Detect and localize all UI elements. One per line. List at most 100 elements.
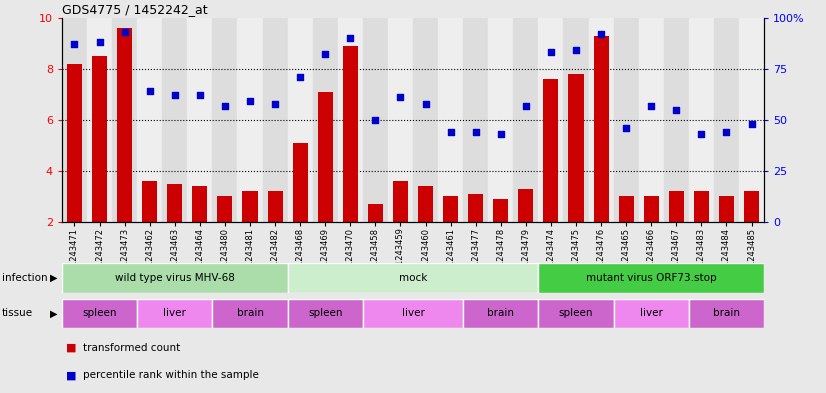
Bar xyxy=(137,18,162,222)
Point xyxy=(444,129,458,135)
Point xyxy=(93,39,107,45)
Text: mock: mock xyxy=(399,273,427,283)
Point xyxy=(644,103,657,109)
Text: percentile rank within the sample: percentile rank within the sample xyxy=(83,370,259,380)
Point xyxy=(268,100,282,107)
Point xyxy=(620,125,633,131)
Bar xyxy=(744,191,759,222)
Bar xyxy=(188,18,212,222)
Point xyxy=(695,131,708,137)
Text: ▶: ▶ xyxy=(50,273,58,283)
Text: GDS4775 / 1452242_at: GDS4775 / 1452242_at xyxy=(62,4,207,17)
Point xyxy=(143,88,156,94)
Bar xyxy=(614,299,689,328)
Bar xyxy=(368,204,383,222)
Bar xyxy=(539,263,764,293)
Bar xyxy=(413,18,438,222)
Bar xyxy=(719,196,734,222)
Bar xyxy=(393,181,408,222)
Point xyxy=(719,129,733,135)
Bar xyxy=(343,46,358,222)
Bar xyxy=(137,299,212,328)
Point xyxy=(244,98,257,105)
Bar xyxy=(544,79,558,222)
Bar xyxy=(67,64,82,222)
Text: ■: ■ xyxy=(66,370,77,380)
Bar xyxy=(519,189,534,222)
Bar xyxy=(714,18,739,222)
Bar xyxy=(243,191,258,222)
Bar xyxy=(287,299,363,328)
Point xyxy=(745,121,758,127)
Text: spleen: spleen xyxy=(83,309,116,318)
Bar xyxy=(689,18,714,222)
Bar xyxy=(162,18,188,222)
Point xyxy=(394,94,407,101)
Bar xyxy=(363,18,388,222)
Bar xyxy=(588,18,614,222)
Bar xyxy=(488,18,513,222)
Text: infection: infection xyxy=(2,273,47,283)
Text: brain: brain xyxy=(487,309,515,318)
Point xyxy=(218,103,231,109)
Bar xyxy=(619,196,634,222)
Bar xyxy=(438,18,463,222)
Text: liver: liver xyxy=(401,309,425,318)
Point xyxy=(368,117,382,123)
Bar xyxy=(664,18,689,222)
Bar xyxy=(338,18,363,222)
Point xyxy=(569,47,582,53)
Point xyxy=(544,49,558,55)
Bar xyxy=(539,18,563,222)
Bar xyxy=(513,18,539,222)
Bar xyxy=(287,18,313,222)
Bar xyxy=(563,18,588,222)
Bar xyxy=(92,56,107,222)
Point xyxy=(344,35,357,41)
Text: wild type virus MHV-68: wild type virus MHV-68 xyxy=(115,273,235,283)
Bar xyxy=(287,263,539,293)
Bar xyxy=(669,191,684,222)
Bar xyxy=(443,196,458,222)
Bar xyxy=(192,186,207,222)
Bar xyxy=(292,143,307,222)
Point xyxy=(494,131,507,137)
Point xyxy=(293,74,306,80)
Text: tissue: tissue xyxy=(2,309,33,318)
Bar xyxy=(263,18,287,222)
Bar xyxy=(568,74,583,222)
Bar xyxy=(117,28,132,222)
Text: liver: liver xyxy=(640,309,662,318)
Bar xyxy=(212,299,287,328)
Bar xyxy=(212,18,238,222)
Bar xyxy=(167,184,183,222)
Text: brain: brain xyxy=(713,309,740,318)
Bar xyxy=(62,299,137,328)
Bar xyxy=(638,18,664,222)
Bar xyxy=(238,18,263,222)
Bar xyxy=(142,181,157,222)
Bar xyxy=(388,18,413,222)
Bar xyxy=(313,18,338,222)
Bar xyxy=(268,191,282,222)
Bar xyxy=(539,299,614,328)
Text: spleen: spleen xyxy=(308,309,343,318)
Bar xyxy=(493,199,508,222)
Point xyxy=(595,31,608,37)
Bar xyxy=(318,92,333,222)
Text: brain: brain xyxy=(236,309,263,318)
Bar xyxy=(689,299,764,328)
Text: spleen: spleen xyxy=(558,309,593,318)
Point xyxy=(319,51,332,58)
Point xyxy=(169,92,182,99)
Point xyxy=(469,129,482,135)
Point xyxy=(193,92,206,99)
Bar xyxy=(739,18,764,222)
Text: transformed count: transformed count xyxy=(83,343,180,353)
Bar xyxy=(463,18,488,222)
Bar xyxy=(112,18,137,222)
Point xyxy=(118,29,131,35)
Point xyxy=(419,100,432,107)
Bar xyxy=(694,191,709,222)
Text: ▶: ▶ xyxy=(50,309,58,318)
